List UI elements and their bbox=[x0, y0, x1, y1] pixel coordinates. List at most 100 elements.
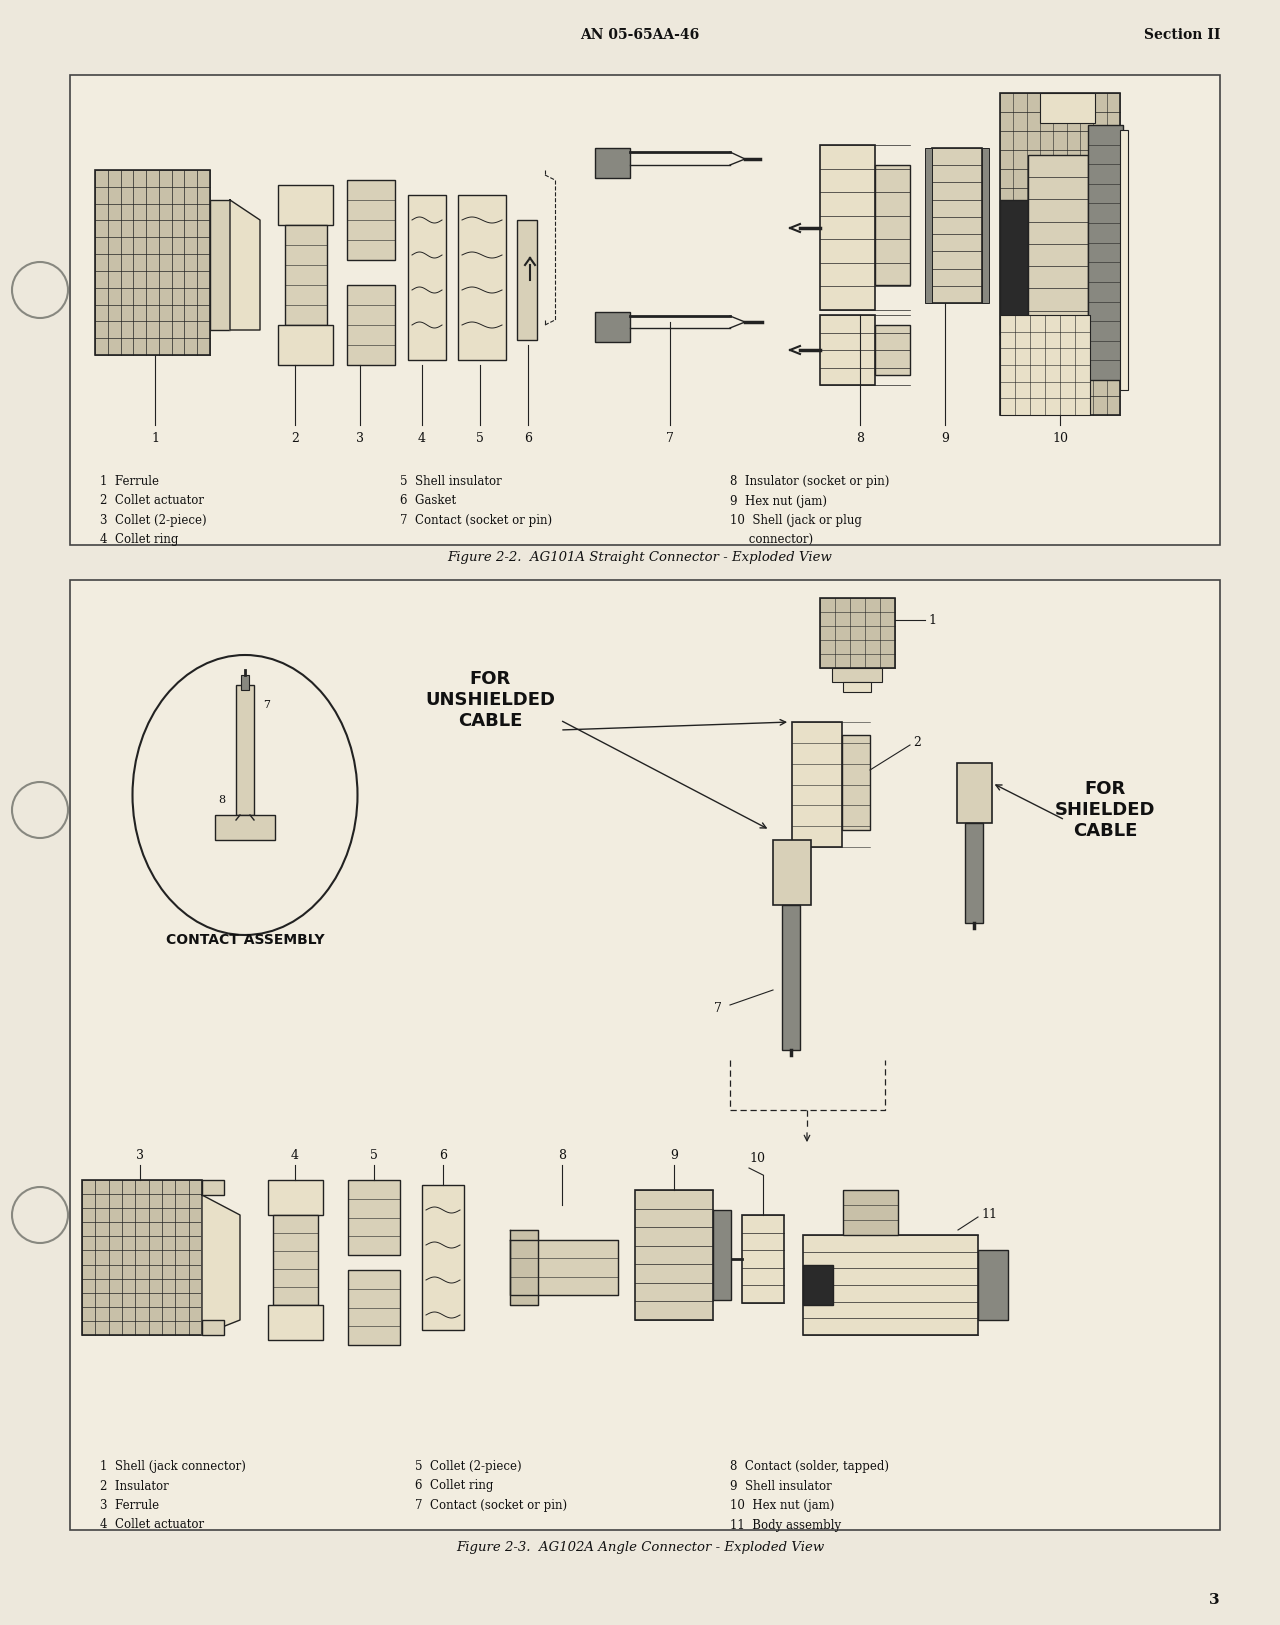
Bar bbox=[773, 840, 812, 905]
Bar bbox=[803, 1235, 978, 1336]
Bar bbox=[236, 686, 253, 816]
Bar bbox=[844, 682, 870, 692]
Text: 10: 10 bbox=[1052, 432, 1068, 445]
Text: 9: 9 bbox=[941, 432, 948, 445]
Circle shape bbox=[12, 262, 68, 318]
Text: FOR
UNSHIELDED
CABLE: FOR UNSHIELDED CABLE bbox=[425, 670, 556, 730]
Bar bbox=[347, 284, 396, 366]
Bar bbox=[278, 325, 333, 366]
Bar bbox=[713, 1211, 731, 1300]
Bar bbox=[925, 148, 932, 302]
Text: 6: 6 bbox=[524, 432, 532, 445]
Text: 1  Shell (jack connector)
2  Insulator
3  Ferrule
4  Collet actuator: 1 Shell (jack connector) 2 Insulator 3 F… bbox=[100, 1459, 246, 1531]
Bar bbox=[957, 764, 992, 822]
Circle shape bbox=[12, 1186, 68, 1243]
Text: 5  Shell insulator
6  Gasket
7  Contact (socket or pin): 5 Shell insulator 6 Gasket 7 Contact (so… bbox=[399, 474, 552, 526]
Text: 5: 5 bbox=[476, 432, 484, 445]
Bar bbox=[1000, 93, 1120, 414]
Text: 7: 7 bbox=[666, 432, 675, 445]
Bar bbox=[95, 171, 210, 354]
Bar bbox=[803, 1264, 833, 1305]
Bar bbox=[595, 312, 630, 341]
Polygon shape bbox=[230, 200, 260, 330]
Polygon shape bbox=[509, 1230, 538, 1305]
Bar bbox=[210, 200, 230, 330]
Bar bbox=[347, 180, 396, 260]
Text: 7: 7 bbox=[262, 700, 270, 710]
Bar bbox=[1120, 130, 1128, 390]
Bar bbox=[278, 185, 333, 224]
Bar bbox=[70, 580, 1220, 1531]
Text: 8: 8 bbox=[218, 795, 225, 804]
Text: 8: 8 bbox=[558, 1149, 566, 1162]
Bar bbox=[742, 1216, 783, 1303]
Text: 7: 7 bbox=[714, 1001, 722, 1014]
Bar bbox=[982, 148, 989, 302]
Bar bbox=[932, 148, 982, 302]
Bar bbox=[1088, 125, 1123, 380]
Polygon shape bbox=[202, 1194, 241, 1336]
Bar bbox=[458, 195, 506, 361]
Text: 9: 9 bbox=[669, 1149, 678, 1162]
Text: 4: 4 bbox=[419, 432, 426, 445]
Bar bbox=[635, 1190, 713, 1320]
Text: 5  Collet (2-piece)
6  Collet ring
7  Contact (socket or pin): 5 Collet (2-piece) 6 Collet ring 7 Conta… bbox=[415, 1459, 567, 1511]
Text: CONTACT ASSEMBLY: CONTACT ASSEMBLY bbox=[165, 933, 324, 947]
Bar bbox=[965, 822, 983, 923]
Text: 1: 1 bbox=[928, 614, 936, 627]
Bar bbox=[782, 905, 800, 1050]
Text: Figure 2-3.  AG102A Angle Connector - Exploded View: Figure 2-3. AG102A Angle Connector - Exp… bbox=[456, 1540, 824, 1554]
Bar bbox=[820, 598, 895, 668]
Bar bbox=[517, 219, 538, 340]
Text: Section II: Section II bbox=[1143, 28, 1220, 42]
Bar bbox=[844, 1190, 899, 1235]
Bar bbox=[1000, 200, 1028, 335]
Text: 3: 3 bbox=[1210, 1592, 1220, 1607]
Text: FOR
SHIELDED
CABLE: FOR SHIELDED CABLE bbox=[1055, 780, 1156, 840]
Bar bbox=[348, 1180, 399, 1254]
Polygon shape bbox=[509, 1240, 618, 1295]
Bar bbox=[202, 1180, 224, 1194]
Bar bbox=[876, 166, 910, 284]
Text: 8  Contact (solder, tapped)
9  Shell insulator
10  Hex nut (jam)
11  Body assemb: 8 Contact (solder, tapped) 9 Shell insul… bbox=[730, 1459, 890, 1531]
Text: 10: 10 bbox=[749, 1152, 765, 1165]
Circle shape bbox=[12, 782, 68, 838]
Text: 5: 5 bbox=[370, 1149, 378, 1162]
Bar bbox=[268, 1180, 323, 1216]
Bar bbox=[422, 1185, 465, 1329]
Bar bbox=[1028, 154, 1088, 354]
Bar bbox=[268, 1305, 323, 1341]
Text: 4: 4 bbox=[291, 1149, 300, 1162]
Text: 1: 1 bbox=[151, 432, 159, 445]
Text: Figure 2-2.  AG101A Straight Connector - Exploded View: Figure 2-2. AG101A Straight Connector - … bbox=[448, 551, 832, 564]
Bar bbox=[832, 668, 882, 682]
Text: 6: 6 bbox=[439, 1149, 447, 1162]
Bar bbox=[876, 325, 910, 375]
Bar bbox=[70, 75, 1220, 544]
Text: 8: 8 bbox=[856, 432, 864, 445]
Bar bbox=[202, 1320, 224, 1336]
Bar bbox=[1039, 93, 1094, 124]
Bar bbox=[82, 1180, 202, 1336]
Bar bbox=[820, 145, 876, 310]
Bar bbox=[1000, 315, 1091, 414]
Bar bbox=[285, 224, 326, 325]
Bar bbox=[408, 195, 445, 361]
Text: 8  Insulator (socket or pin)
9  Hex nut (jam)
10  Shell (jack or plug
     conne: 8 Insulator (socket or pin) 9 Hex nut (j… bbox=[730, 474, 890, 546]
Bar bbox=[978, 1250, 1009, 1320]
Ellipse shape bbox=[133, 655, 357, 934]
Text: 3: 3 bbox=[136, 1149, 143, 1162]
Bar bbox=[792, 722, 842, 847]
Text: 1  Ferrule
2  Collet actuator
3  Collet (2-piece)
4  Collet ring: 1 Ferrule 2 Collet actuator 3 Collet (2-… bbox=[100, 474, 206, 546]
Bar bbox=[348, 1271, 399, 1346]
Bar bbox=[820, 315, 876, 385]
Text: AN 05-65AA-46: AN 05-65AA-46 bbox=[580, 28, 700, 42]
Text: 3: 3 bbox=[356, 432, 364, 445]
Text: 2: 2 bbox=[291, 432, 300, 445]
Bar bbox=[241, 674, 250, 691]
Bar bbox=[595, 148, 630, 179]
Bar bbox=[273, 1216, 317, 1305]
Text: 2: 2 bbox=[913, 736, 920, 749]
Bar bbox=[842, 734, 870, 830]
Text: 11: 11 bbox=[980, 1209, 997, 1222]
